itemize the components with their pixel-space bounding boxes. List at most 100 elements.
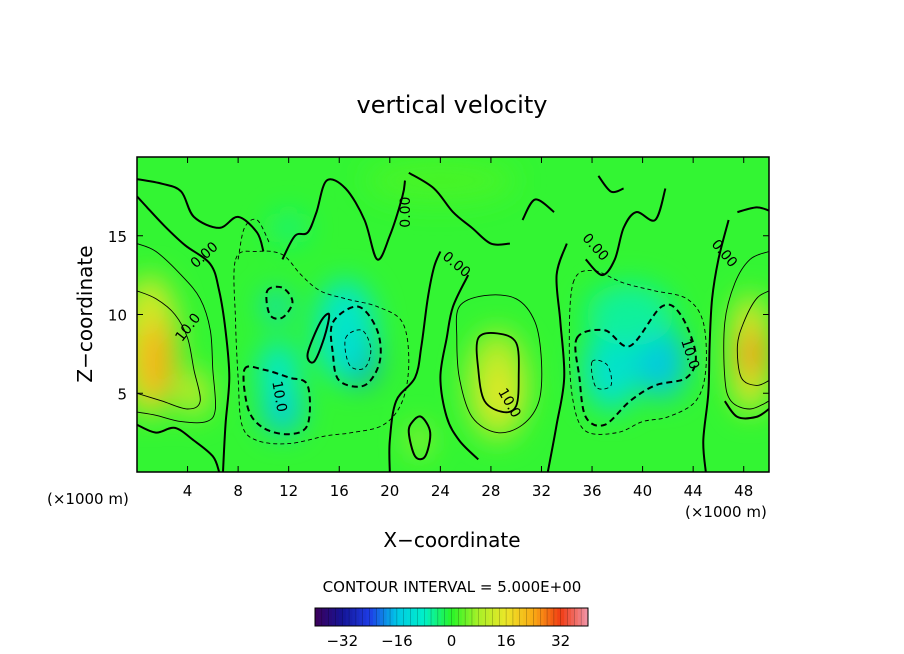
color-blob [178,369,210,417]
colorbar-cell [342,608,347,626]
colorbar-cell [338,608,343,626]
colorbar-cell [431,608,435,626]
colorbar-cell [529,608,534,626]
colorbar-cell [318,608,323,626]
z-tick-label: 5 [117,385,127,403]
colorbar-cell [489,608,493,626]
contour-line [408,171,510,246]
contour-line [344,329,372,370]
contour-line [702,219,730,472]
colorbar-cell [536,608,541,626]
colorbar-tick-label: 32 [551,632,570,650]
colorbar-cell [369,608,374,626]
x-unit-label-right: (×1000 m) [685,503,767,521]
colorbar-cell [519,608,524,626]
color-blob [636,325,687,398]
contour-line [233,250,410,445]
contour-line [281,178,406,261]
colorbar-cell [533,608,538,626]
contour-line [237,218,271,260]
colorbar-cell [485,608,490,626]
colorbar-cell [427,608,432,626]
colorbar-cell [444,608,449,626]
contour-line [329,305,382,388]
colorbar-cell [373,608,377,626]
colorbar-cell [396,608,401,626]
contour-interval-text: CONTOUR INTERVAL = 5.000E+00 [323,578,582,596]
colorbar-cell [523,608,527,626]
x-tick-label: 16 [330,482,349,500]
contour-line [568,269,707,435]
x-axis-ticks: 4 8 12 16 20 24 28 32 36 40 44 48 [183,157,753,500]
colorbar-cell [359,608,364,626]
colorbar-cell [448,608,452,626]
colorbar-tick-labels: −32 −16 0 16 32 [326,632,570,650]
color-blob [258,341,299,405]
colorbar-cell [465,608,469,626]
colorbar-cell [451,608,456,626]
colorbar-cell [478,608,483,626]
x-tick-label: 12 [279,482,298,500]
colorbar-cell [475,608,480,626]
colorbar-cell [441,608,446,626]
x-tick-label: 44 [684,482,703,500]
colorbar-cell [560,608,565,626]
color-blob [585,283,675,346]
colorbar-cell [468,608,473,626]
contour-line [137,290,201,410]
color-blob [263,290,289,323]
colorbar-cell [315,608,319,626]
contour-line [388,251,442,472]
color-blob [315,279,376,381]
contour-line [597,175,624,194]
colorbar-cell [570,608,575,626]
colorbar-cell [403,608,408,626]
colorbar-cell [512,608,517,626]
colorbar-cell [400,608,405,626]
z-axis-ticks: 5 10 15 [108,228,769,403]
colorbar-cell [434,608,439,626]
colorbar-cell [502,608,507,626]
x-tick-label: 4 [183,482,193,500]
z-tick-label: 15 [108,228,127,246]
colorbar [314,607,589,627]
colorbar-tick-label: −16 [381,632,413,650]
contour-label: 10.0 [268,380,289,413]
colorbar-cell [383,608,388,626]
contour-line [455,294,543,434]
contour-line [242,365,311,436]
colorbar-cell [390,608,394,626]
colorbar-cell [335,608,340,626]
contour-line [584,188,667,277]
colorbar-cell [540,608,545,626]
x-tick-label: 28 [481,482,500,500]
contour-line [546,243,568,472]
contour-line [590,359,613,390]
contour-line [723,251,769,410]
color-blob [488,368,514,419]
colorbar-cell [567,608,572,626]
contour-line [439,274,479,461]
colorbar-cell [492,608,497,626]
colorbar-cell [362,608,367,626]
colorbar-tick-label: 0 [447,632,457,650]
colorbar-cell [424,608,429,626]
colorbar-cell [550,608,555,626]
colorbar-cell [407,608,411,626]
x-axis-label: X−coordinate [383,528,520,552]
colorbar-cell [557,608,562,626]
color-blob [139,320,173,403]
contour-line [137,178,265,252]
chart-title: vertical velocity [357,91,548,119]
contour-line [574,303,697,427]
colorbar-cell [516,608,521,626]
colorbar-cell [437,608,442,626]
colorbar-cell [581,608,585,626]
colorbar-cell [328,608,333,626]
x-tick-label: 8 [233,482,243,500]
colorbar-cell [345,608,350,626]
colorbar-cell [349,608,353,626]
colorbar-cell [420,608,425,626]
color-blob [364,158,517,203]
contour-line [521,198,555,221]
